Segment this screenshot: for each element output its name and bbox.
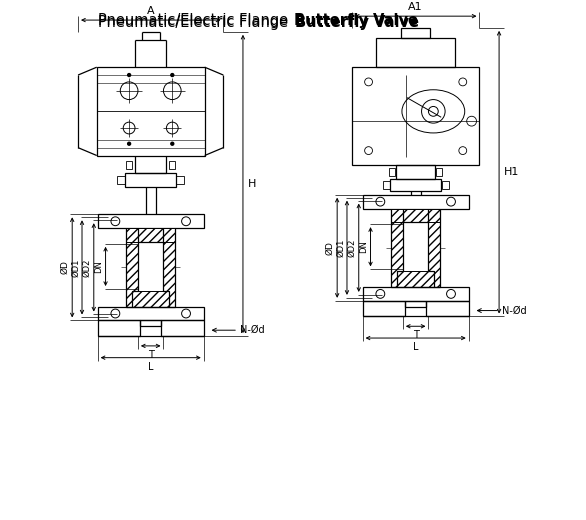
Bar xyxy=(401,28,430,38)
Text: A1: A1 xyxy=(408,2,423,12)
Bar xyxy=(390,179,441,191)
Bar xyxy=(126,228,175,242)
Text: N-Ød: N-Ød xyxy=(502,306,527,316)
Bar xyxy=(396,165,435,179)
Text: A: A xyxy=(147,6,155,16)
Bar xyxy=(140,320,162,326)
Circle shape xyxy=(128,142,131,145)
Text: ØD: ØD xyxy=(325,241,334,255)
Text: Butterfly Valve: Butterfly Valve xyxy=(295,15,419,30)
Text: N-Ød: N-Ød xyxy=(240,325,265,335)
Text: ØD1: ØD1 xyxy=(336,239,345,257)
Circle shape xyxy=(128,73,131,76)
Bar xyxy=(162,320,204,336)
Text: ØD: ØD xyxy=(60,261,69,275)
Text: ØD2: ØD2 xyxy=(347,239,357,257)
Text: Pneumatic/Electric Flange: Pneumatic/Electric Flange xyxy=(98,15,293,30)
Bar xyxy=(163,228,175,307)
Bar xyxy=(98,307,204,320)
Text: T: T xyxy=(413,330,418,340)
Text: Butterfly Valve: Butterfly Valve xyxy=(294,12,418,28)
Bar xyxy=(98,320,140,336)
Bar xyxy=(363,287,469,301)
Bar xyxy=(442,181,449,189)
Text: Pneumatic/Electric Flange: Pneumatic/Electric Flange xyxy=(98,12,293,28)
Bar xyxy=(391,209,440,222)
Bar xyxy=(389,168,395,176)
Bar xyxy=(376,38,455,67)
Text: ØD2: ØD2 xyxy=(83,258,92,277)
Text: H: H xyxy=(248,179,256,189)
Bar xyxy=(428,209,440,287)
Bar xyxy=(437,168,442,176)
Bar xyxy=(132,291,169,307)
Text: T: T xyxy=(148,350,154,360)
Text: L: L xyxy=(148,361,154,372)
Bar xyxy=(352,67,479,165)
Bar xyxy=(176,176,184,184)
Text: DN: DN xyxy=(94,260,104,273)
Bar xyxy=(125,173,176,187)
Bar xyxy=(397,271,434,287)
Bar xyxy=(126,228,138,307)
Bar xyxy=(126,161,132,169)
Text: ØD1: ØD1 xyxy=(71,258,80,277)
Bar xyxy=(98,214,204,228)
Bar xyxy=(383,181,390,189)
Bar xyxy=(405,301,427,307)
Bar xyxy=(169,161,175,169)
Text: DN: DN xyxy=(360,240,369,253)
Circle shape xyxy=(171,142,174,145)
Bar xyxy=(363,195,469,209)
Bar xyxy=(117,176,125,184)
Bar xyxy=(97,67,205,155)
Text: L: L xyxy=(413,342,418,352)
Bar xyxy=(363,301,405,317)
Bar xyxy=(427,301,469,317)
Text: H1: H1 xyxy=(504,167,519,177)
Circle shape xyxy=(171,73,174,76)
Bar xyxy=(391,209,403,287)
